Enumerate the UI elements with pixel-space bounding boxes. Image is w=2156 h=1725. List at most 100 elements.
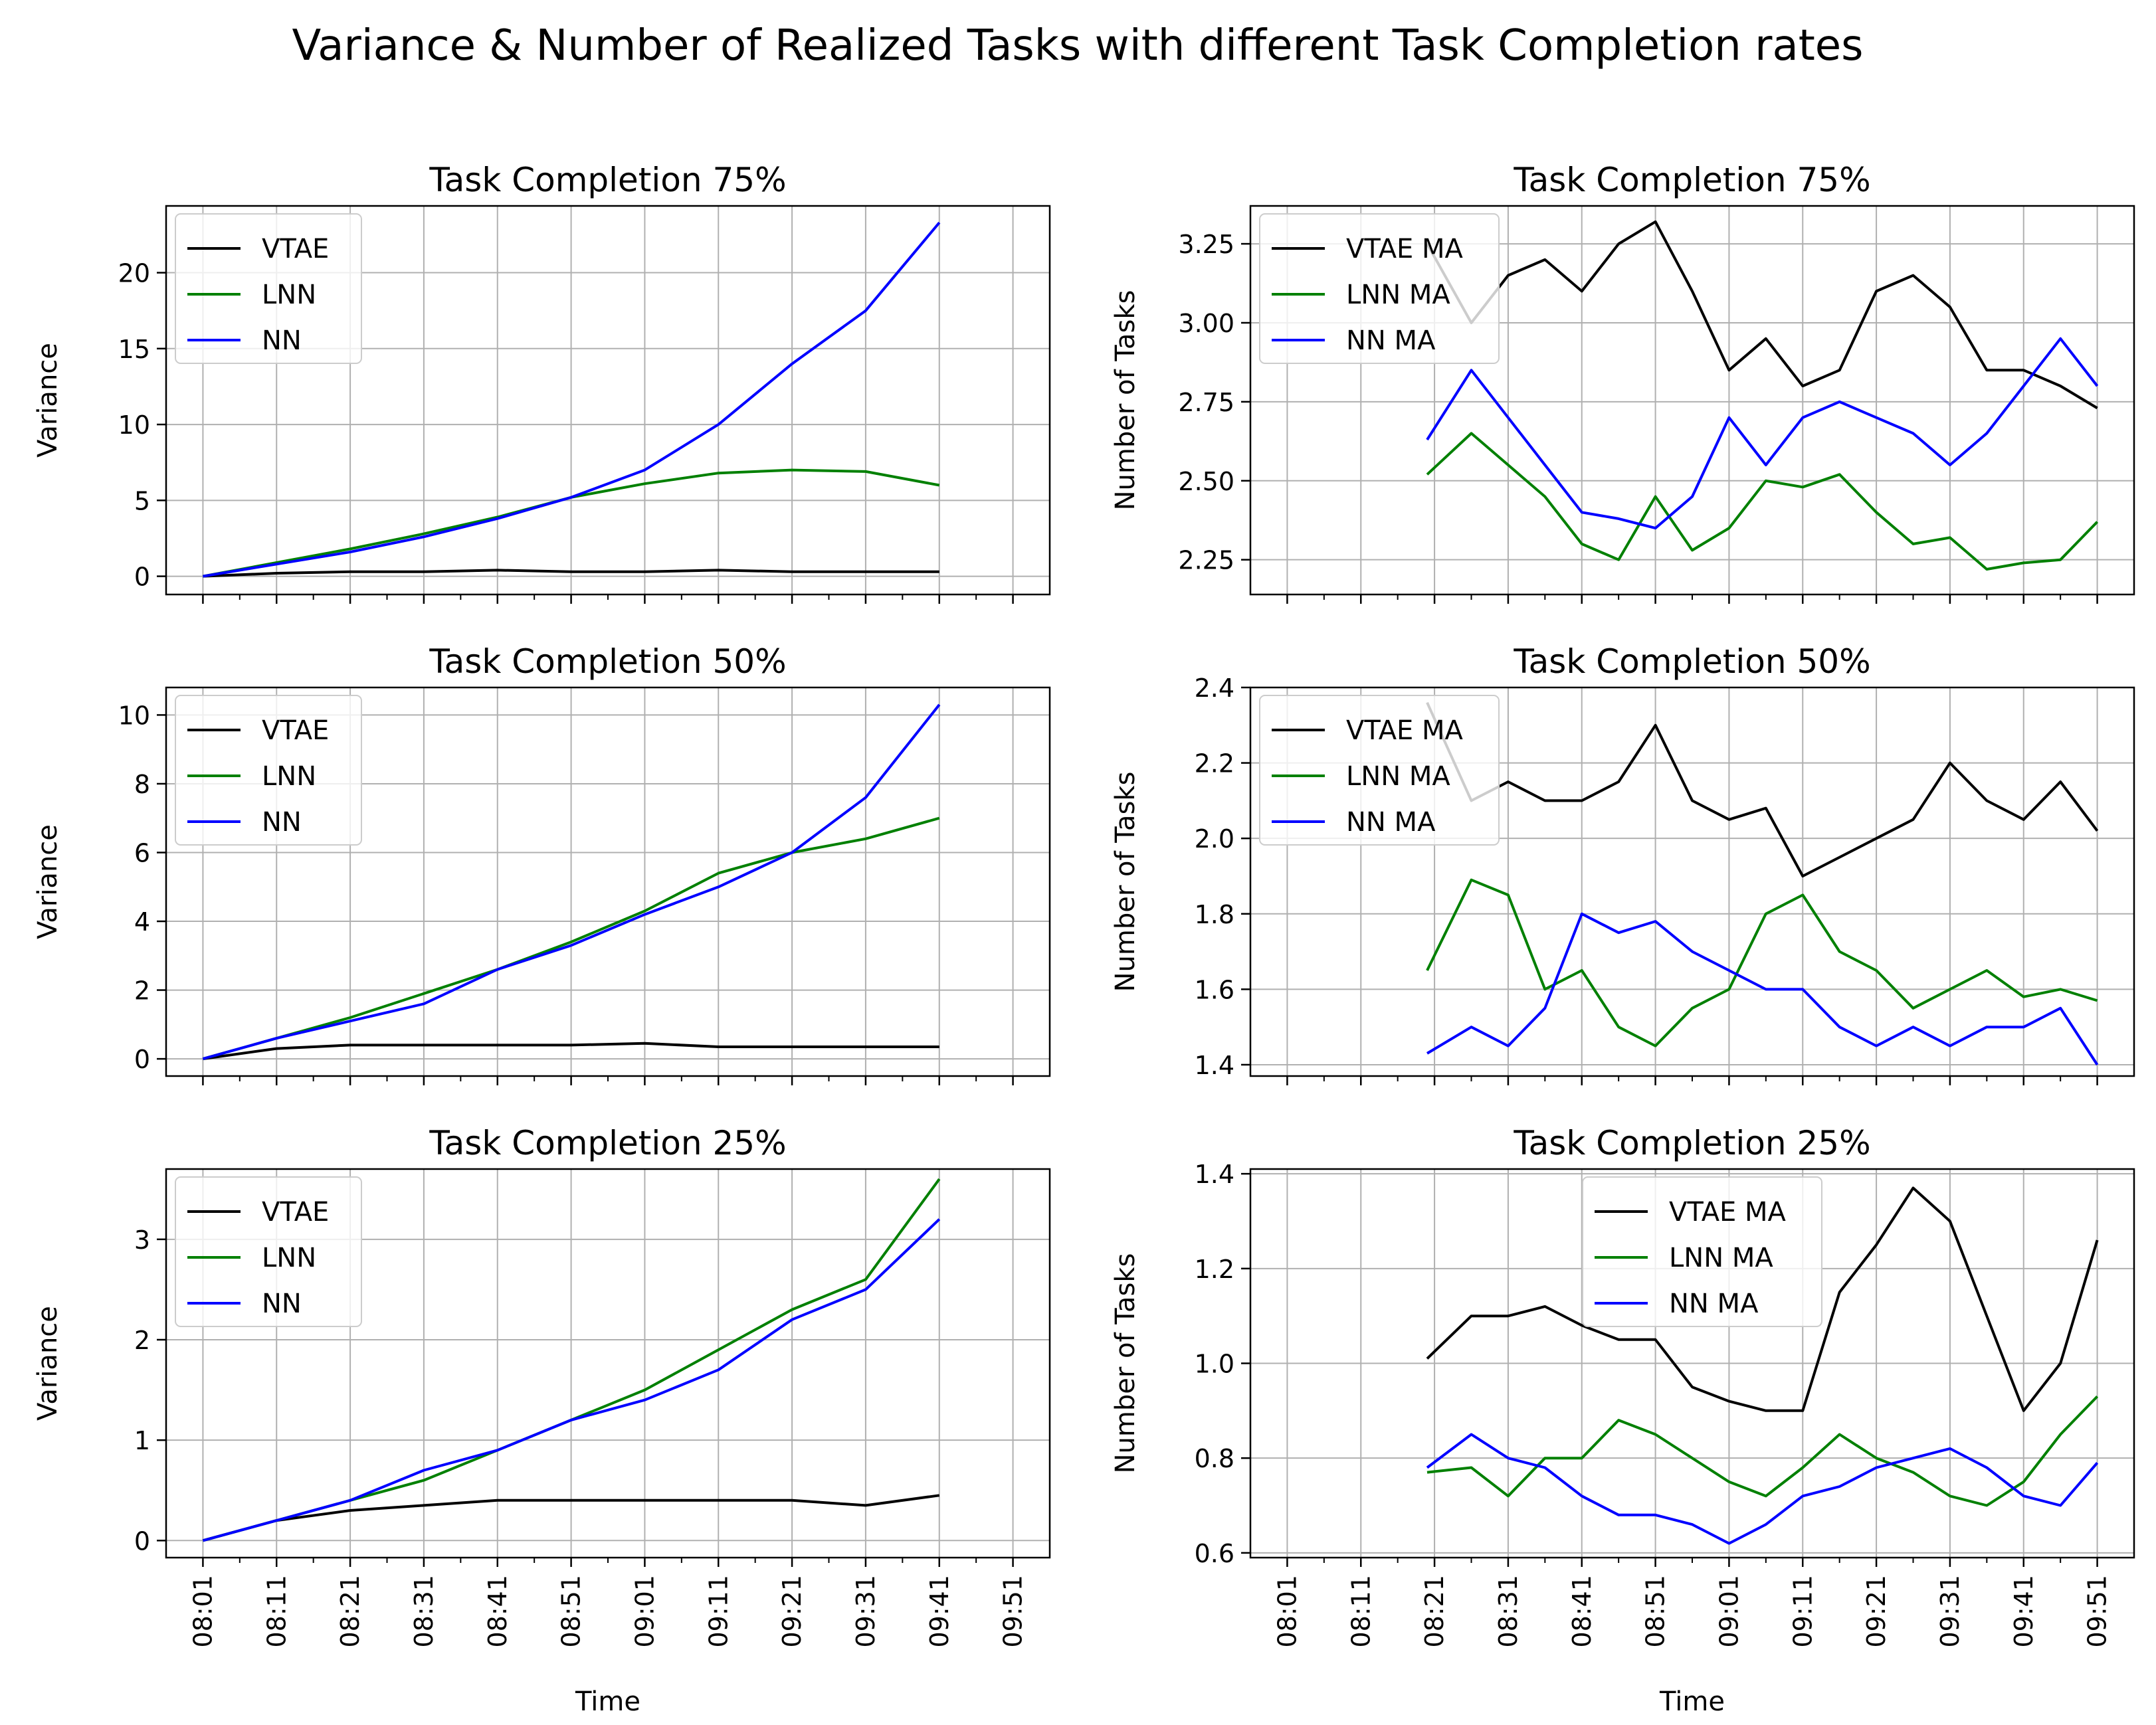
legend-label: LNN bbox=[262, 761, 316, 792]
x-tick-label: 08:01 bbox=[188, 1575, 217, 1648]
y-axis-label: Number of Tasks bbox=[1110, 772, 1141, 992]
x-tick-label: 09:31 bbox=[851, 1575, 880, 1648]
series-line-vtae bbox=[203, 1042, 939, 1061]
y-tick-label: 6 bbox=[134, 838, 150, 867]
y-tick-label: 1.0 bbox=[1195, 1350, 1234, 1379]
y-tick-label: 8 bbox=[134, 770, 150, 799]
legend-label: VTAE MA bbox=[1346, 234, 1464, 264]
x-tick-label: 09:51 bbox=[999, 1575, 1028, 1648]
y-axis-label: Number of Tasks bbox=[1110, 1253, 1141, 1474]
series-line-nn bbox=[202, 703, 941, 1061]
panel-4: 1.4 1.6 1.8 2.0 2.2 2.4 Task Completion 50% Num… bbox=[1110, 642, 2135, 1085]
x-tick-label: 08:21 bbox=[1420, 1575, 1449, 1648]
panel-6: 08:01 08:11 08:21 08:31 08:41 08:51 09:01 09:11… bbox=[1110, 1124, 2135, 1717]
series-line-lnn-ma bbox=[1426, 432, 2099, 571]
y-axis-label: Variance bbox=[33, 1306, 63, 1421]
y-tick-label: 2.25 bbox=[1178, 546, 1234, 575]
y-tick-label: 0 bbox=[134, 1526, 150, 1556]
y-tick-label: 1.4 bbox=[1195, 1160, 1234, 1189]
x-tick-label: 09:01 bbox=[630, 1575, 659, 1648]
legend-label: NN MA bbox=[1346, 807, 1436, 838]
series-line-vtae-ma bbox=[1426, 701, 2099, 877]
x-tick-label: 08:41 bbox=[1567, 1575, 1597, 1648]
legend-box bbox=[1259, 213, 1500, 364]
x-tick-label: 08:51 bbox=[557, 1575, 586, 1648]
legend: VTAE LNN NN bbox=[175, 213, 362, 364]
legend: VTAE LNN NN bbox=[175, 1176, 362, 1327]
series-line-lnn bbox=[202, 816, 940, 1061]
y-tick-label: 1.4 bbox=[1195, 1051, 1234, 1080]
y-tick-label: 0.8 bbox=[1195, 1444, 1234, 1473]
x-tick-label: 09:51 bbox=[2083, 1575, 2112, 1648]
y-axis-label: Number of Tasks bbox=[1110, 290, 1141, 511]
y-tick-label: 1.8 bbox=[1195, 900, 1234, 929]
x-tick-label: 08:11 bbox=[262, 1575, 291, 1648]
y-axis-label: Variance bbox=[33, 343, 63, 458]
x-tick-label: 09:01 bbox=[1714, 1575, 1743, 1648]
x-tick-label: 08:31 bbox=[1494, 1575, 1523, 1648]
y-tick-label: 5 bbox=[134, 486, 150, 515]
y-tick-label: 4 bbox=[134, 907, 150, 937]
series-line-nn bbox=[202, 1218, 941, 1542]
series-line-vtae bbox=[202, 1494, 940, 1542]
series-line-lnn-ma bbox=[1426, 878, 2098, 1047]
panel-title: Task Completion 75% bbox=[1513, 161, 1870, 199]
x-tick-label: 08:11 bbox=[1346, 1575, 1375, 1648]
panel-title: Task Completion 50% bbox=[1513, 642, 1870, 681]
legend-label: LNN MA bbox=[1669, 1243, 1773, 1273]
x-tick-label: 08:21 bbox=[336, 1575, 365, 1648]
legend: VTAE MA LNN MA NN MA bbox=[1582, 1176, 1822, 1327]
y-tick-label: 1.6 bbox=[1195, 975, 1234, 1004]
y-tick-label: 3.25 bbox=[1178, 230, 1234, 259]
x-tick-label: 09:11 bbox=[1788, 1575, 1817, 1648]
legend: VTAE LNN NN bbox=[175, 695, 362, 846]
y-tick-label: 1 bbox=[134, 1426, 150, 1455]
series-line-vtae-ma bbox=[1426, 1186, 2099, 1412]
y-tick-label: 0 bbox=[134, 563, 150, 592]
x-tick-label: 09:31 bbox=[1935, 1575, 1965, 1648]
x-tick-label: 08:51 bbox=[1641, 1575, 1670, 1648]
y-tick-label: 0 bbox=[134, 1045, 150, 1074]
legend-label: NN MA bbox=[1346, 325, 1436, 356]
series-line-vtae bbox=[203, 569, 939, 578]
panel-3: 0 2 4 6 8 10 Task Completion 50% Variance VTAE LN… bbox=[33, 642, 1051, 1085]
legend-box bbox=[175, 1176, 362, 1327]
legend-box bbox=[175, 695, 362, 846]
panel-1: 0 5 10 15 20 Task Completion 75% Variance VTAE L… bbox=[33, 161, 1051, 604]
y-tick-label: 10 bbox=[118, 701, 150, 730]
y-tick-label: 2.0 bbox=[1195, 824, 1234, 854]
x-tick-label: 08:31 bbox=[409, 1575, 439, 1648]
legend-label: VTAE bbox=[262, 234, 329, 264]
legend-label: LNN bbox=[262, 1243, 316, 1273]
legend-label: VTAE bbox=[262, 1197, 329, 1227]
panel-5: 08:01 08:11 08:21 08:31 08:41 08:51 09:01 09:11… bbox=[33, 1124, 1051, 1717]
x-tick-label: 09:21 bbox=[777, 1575, 807, 1648]
series-line-nn-ma bbox=[1426, 1433, 2099, 1545]
legend: VTAE MA LNN MA NN MA bbox=[1259, 695, 1500, 846]
y-tick-label: 2 bbox=[134, 976, 150, 1006]
legend-label: NN bbox=[262, 807, 302, 838]
panel-title: Task Completion 25% bbox=[429, 1124, 786, 1162]
legend-label: LNN MA bbox=[1346, 761, 1450, 792]
legend-label: NN bbox=[262, 1289, 302, 1319]
y-tick-label: 2 bbox=[134, 1326, 150, 1355]
x-tick-label: 09:41 bbox=[925, 1575, 954, 1648]
x-tick-label: 08:01 bbox=[1272, 1575, 1302, 1648]
x-tick-label: 09:11 bbox=[704, 1575, 733, 1648]
panel-title: Task Completion 50% bbox=[429, 642, 786, 681]
series-line-nn-ma bbox=[1426, 912, 2099, 1066]
y-tick-label: 1.2 bbox=[1195, 1255, 1234, 1284]
x-axis-label: Time bbox=[575, 1686, 640, 1717]
legend: VTAE MA LNN MA NN MA bbox=[1259, 213, 1500, 364]
y-tick-label: 3 bbox=[134, 1226, 150, 1255]
y-tick-label: 10 bbox=[118, 410, 150, 440]
x-axis-label: Time bbox=[1659, 1686, 1725, 1717]
series-line-nn-ma bbox=[1426, 337, 2099, 530]
y-tick-label: 2.75 bbox=[1178, 388, 1234, 417]
legend-label: NN MA bbox=[1669, 1289, 1759, 1319]
y-tick-label: 0.6 bbox=[1195, 1539, 1234, 1568]
series-line-nn bbox=[203, 221, 941, 578]
figure-title: Variance & Number of Realized Tasks with… bbox=[292, 21, 1863, 70]
y-tick-label: 20 bbox=[118, 259, 150, 288]
